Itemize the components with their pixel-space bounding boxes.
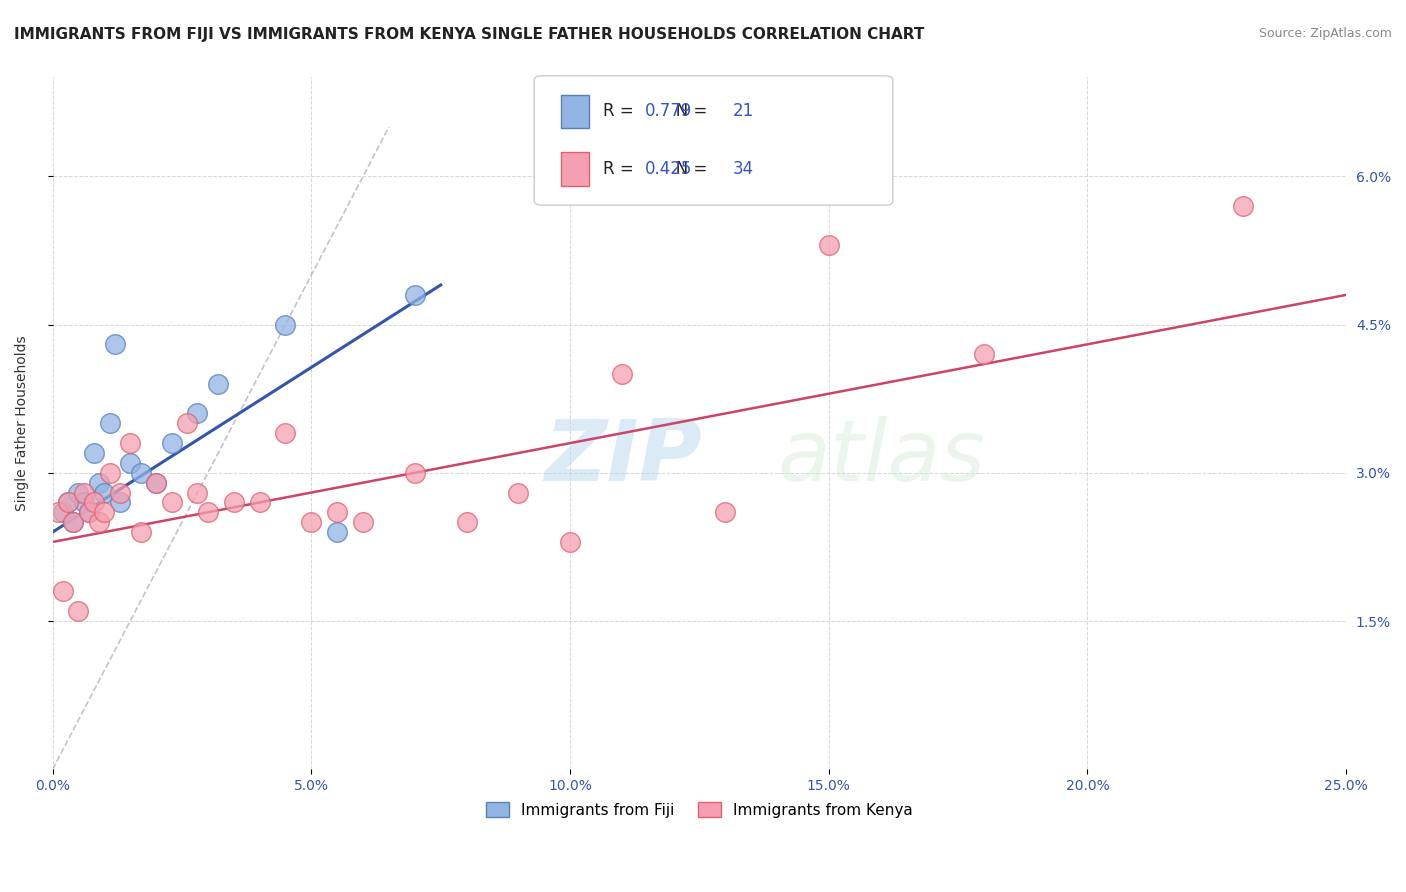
Text: ZIP: ZIP [544,417,702,500]
Point [186,407,208,421]
Point [104,337,127,351]
Point [129,525,152,540]
Point [207,376,229,391]
Point [160,495,183,509]
Point [274,426,297,441]
Text: 0.779: 0.779 [645,103,693,120]
Point [62,515,84,529]
Point [67,604,90,618]
Text: Source: ZipAtlas.com: Source: ZipAtlas.com [1258,27,1392,40]
Point [98,417,121,431]
Point [197,505,219,519]
Point [108,495,131,509]
Point [326,505,349,519]
Point [404,288,426,302]
Point [222,495,245,509]
Point [72,495,94,509]
Point [352,515,374,529]
Point [77,505,100,519]
Point [160,436,183,450]
Legend: Immigrants from Fiji, Immigrants from Kenya: Immigrants from Fiji, Immigrants from Ke… [479,796,918,824]
Point [62,515,84,529]
Text: 21: 21 [733,103,754,120]
Point [1232,199,1254,213]
Point [404,466,426,480]
Point [558,535,581,549]
Point [52,505,75,519]
Point [46,505,69,519]
Y-axis label: Single Father Households: Single Father Households [15,335,30,511]
Text: IMMIGRANTS FROM FIJI VS IMMIGRANTS FROM KENYA SINGLE FATHER HOUSEHOLDS CORRELATI: IMMIGRANTS FROM FIJI VS IMMIGRANTS FROM … [14,27,924,42]
Point [249,495,271,509]
Point [89,475,111,490]
Point [56,495,79,509]
Point [98,466,121,480]
Text: R =        N =: R = N = [603,103,713,120]
Point [186,485,208,500]
Point [817,238,839,252]
Text: 34: 34 [733,161,754,178]
Point [83,495,105,509]
Point [120,436,142,450]
Point [610,367,633,381]
Point [973,347,995,361]
Point [299,515,322,529]
Point [89,515,111,529]
Point [129,466,152,480]
Point [508,485,530,500]
Text: 0.425: 0.425 [645,161,693,178]
Point [145,475,167,490]
Point [72,485,94,500]
Point [176,417,198,431]
Point [56,495,79,509]
Point [83,446,105,460]
Text: R =        N =: R = N = [603,161,713,178]
Point [93,485,115,500]
Point [274,318,297,332]
Point [120,456,142,470]
Point [67,485,90,500]
Point [52,584,75,599]
Point [456,515,478,529]
Point [145,475,167,490]
Point [93,505,115,519]
Point [108,485,131,500]
Point [77,505,100,519]
Point [326,525,349,540]
Text: atlas: atlas [778,417,986,500]
Point [714,505,737,519]
